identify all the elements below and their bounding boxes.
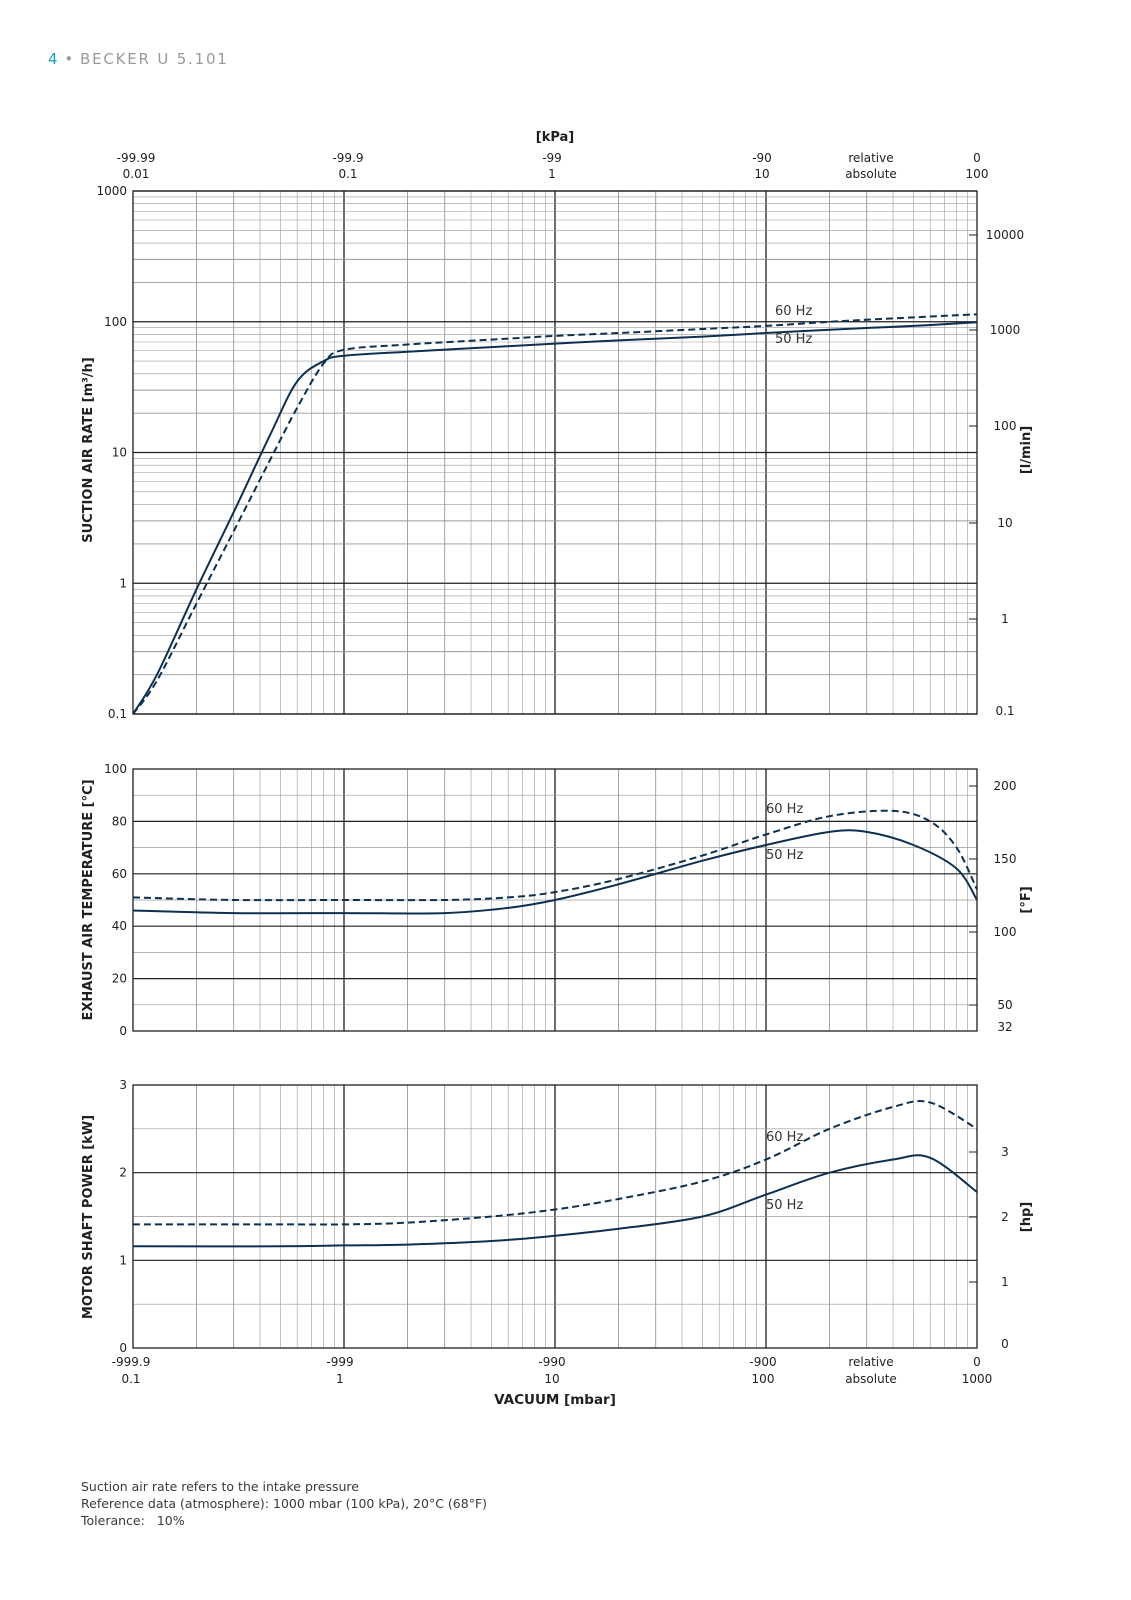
series-label: 60 Hz: [766, 1130, 803, 1145]
suction-y2label: [l/min]: [1019, 426, 1034, 474]
temperature-ylabel: EXHAUST AIR TEMPERATURE [°C]: [81, 779, 96, 1020]
suction-air-rate-chart: 60 Hz 50 Hz 1000 100 10 1 0.1 10000 1000 100 10 1 0…: [81, 184, 1034, 721]
series-label: 60 Hz: [775, 304, 812, 319]
bottom-axis-tick-absolute: 1: [336, 1372, 344, 1386]
tolerance-value: 10%: [156, 1513, 185, 1528]
page-number: 4: [48, 50, 60, 68]
top-axis-tick-absolute: 10: [754, 167, 769, 181]
top-axis-tick-relative: relative: [848, 151, 893, 165]
top-axis-title: [kPa]: [536, 130, 574, 145]
series-label: 60 Hz: [766, 802, 803, 817]
y2-tick-label: 150: [994, 852, 1017, 866]
bottom-axis-tick-relative: -999.9: [112, 1355, 151, 1369]
top-axis: [kPa] -99.99 -99.9 -99 -90 relative 0 0.01 0.1 1…: [117, 130, 989, 181]
y2-tick-label: 50: [997, 998, 1012, 1012]
suction-ylabel: SUCTION AIR RATE [m³/h]: [81, 357, 96, 543]
y2-tick-label: 100: [994, 925, 1017, 939]
series-line-60hz: [132, 809, 978, 902]
motor-shaft-power-chart: 60 Hz 50 Hz 3 2 1 0 3 2 1 0 MOTOR SHAFT POWER [k…: [81, 1078, 1034, 1355]
footnote-tolerance: Tolerance: 10%: [81, 1512, 487, 1529]
y2-tick-label: 0: [1001, 1337, 1009, 1351]
y2-tick-label: 200: [994, 779, 1017, 793]
bottom-axis-tick-absolute: 100: [752, 1372, 775, 1386]
bottom-axis: -999.9 -999 -990 -900 relative 0 0.1 1 10 100 abso…: [112, 1355, 993, 1408]
header-separator: •: [64, 50, 75, 68]
series-line-50hz: [132, 1154, 978, 1248]
bottom-axis-tick-relative: 0: [973, 1355, 981, 1369]
y-tick-label: 1: [119, 576, 127, 590]
temperature-y2label: [°F]: [1019, 886, 1034, 913]
y-tick-label: 40: [112, 919, 127, 933]
y-tick-label: 0.1: [108, 707, 127, 721]
y2-tick-label: 10: [997, 516, 1012, 530]
series-label: 50 Hz: [775, 332, 812, 347]
y-tick-label: 0: [119, 1024, 127, 1038]
tolerance-label: Tolerance:: [81, 1513, 145, 1528]
top-axis-tick-relative: -99.9: [332, 151, 363, 165]
bottom-axis-tick-absolute: 1000: [962, 1372, 993, 1386]
bottom-axis-tick-relative: relative: [848, 1355, 893, 1369]
y-tick-label: 60: [112, 867, 127, 881]
y-tick-label: 1000: [96, 184, 127, 198]
series-line-60hz: [132, 1100, 978, 1226]
bottom-axis-tick-relative: -990: [538, 1355, 565, 1369]
y2-tick-label: 3: [1001, 1145, 1009, 1159]
top-axis-tick-absolute: absolute: [845, 167, 897, 181]
y-tick-label: 0: [119, 1341, 127, 1355]
document-title: BECKER U 5.101: [80, 50, 229, 68]
y-tick-label: 100: [104, 315, 127, 329]
y2-tick-label: 1000: [990, 323, 1021, 337]
y2-tick-label: 10000: [986, 228, 1024, 242]
series-line-50hz: [132, 321, 978, 715]
bottom-axis-tick-absolute: absolute: [845, 1372, 897, 1386]
bottom-axis-title: VACUUM [mbar]: [494, 1392, 616, 1408]
series-label: 50 Hz: [766, 1198, 803, 1213]
power-y2label: [hp]: [1019, 1202, 1034, 1232]
top-axis-tick-absolute: 0.1: [338, 167, 357, 181]
top-axis-tick-relative: -99: [542, 151, 562, 165]
bottom-axis-tick-relative: -999: [326, 1355, 353, 1369]
top-axis-tick-absolute: 0.01: [123, 167, 150, 181]
top-axis-tick-relative: -90: [752, 151, 772, 165]
y-tick-label: 3: [119, 1078, 127, 1092]
y2-tick-label: 32: [997, 1020, 1012, 1034]
y2-tick-label: 1: [1001, 612, 1009, 626]
y2-tick-label: 1: [1001, 1275, 1009, 1289]
top-axis-tick-absolute: 1: [548, 167, 556, 181]
series-label: 50 Hz: [766, 848, 803, 863]
y-tick-label: 1: [119, 1253, 127, 1267]
y-tick-label: 10: [112, 446, 127, 460]
footnote-suction-reference: Suction air rate refers to the intake pr…: [81, 1479, 359, 1494]
top-axis-tick-relative: 0: [973, 151, 981, 165]
series-line-60hz: [132, 313, 978, 715]
y-tick-label: 100: [104, 762, 127, 776]
bottom-axis-tick-absolute: 10: [544, 1372, 559, 1386]
y-tick-label: 80: [112, 814, 127, 828]
y-tick-label: 20: [112, 972, 127, 986]
y2-tick-label: 2: [1001, 1210, 1009, 1224]
bottom-axis-tick-absolute: 0.1: [121, 1372, 140, 1386]
page-header: 4 • BECKER U 5.101: [48, 50, 229, 68]
series-line-50hz: [132, 829, 978, 915]
footnotes: Suction air rate refers to the intake pr…: [81, 1478, 487, 1529]
bottom-axis-tick-relative: -900: [749, 1355, 776, 1369]
power-ylabel: MOTOR SHAFT POWER [kW]: [81, 1115, 96, 1319]
y2-tick-label: 100: [994, 419, 1017, 433]
y-tick-label: 2: [119, 1166, 127, 1180]
y2-tick-label: 0.1: [995, 704, 1014, 718]
footnote-reference-data: Reference data (atmosphere): 1000 mbar (…: [81, 1496, 488, 1511]
top-axis-tick-absolute: 100: [966, 167, 989, 181]
plot-frame: [132, 190, 978, 715]
top-axis-tick-relative: -99.99: [117, 151, 156, 165]
